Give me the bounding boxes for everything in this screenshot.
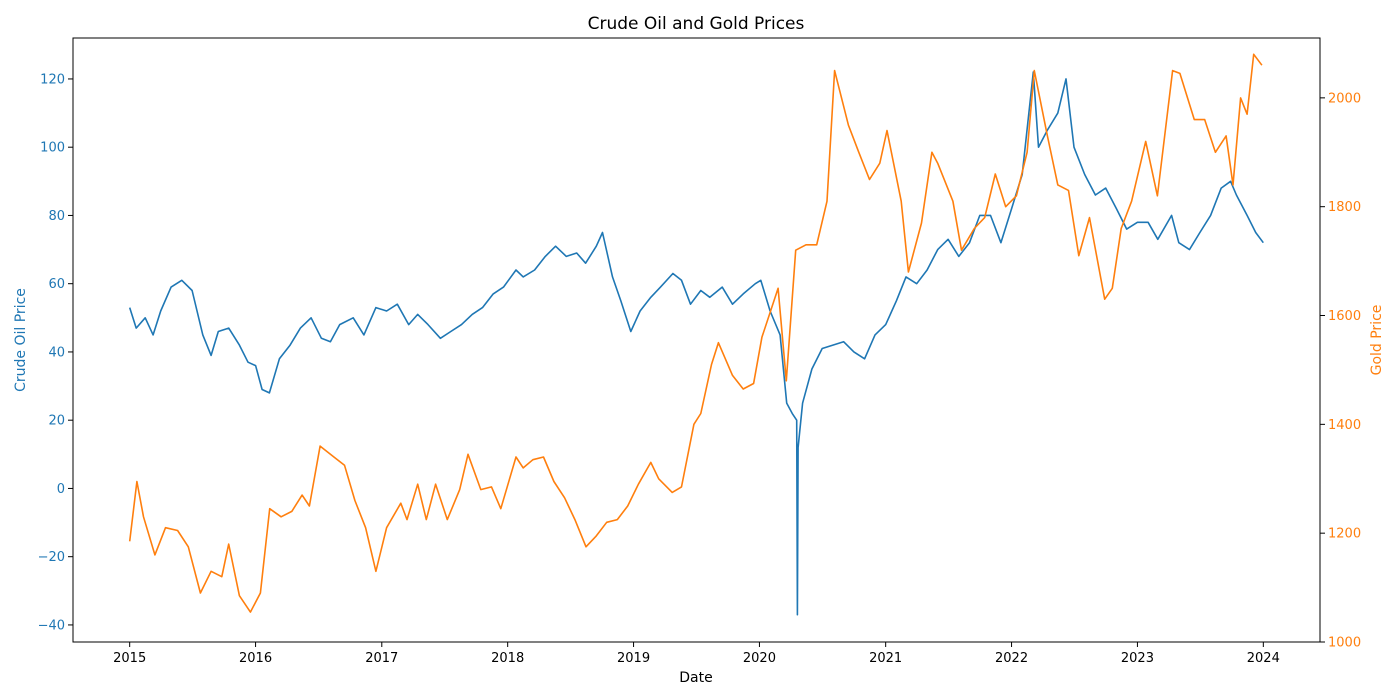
x-tick-label: 2018	[491, 651, 524, 666]
x-tick-label: 2017	[365, 651, 398, 666]
y-right-tick-label: 1400	[1328, 418, 1361, 433]
plot-frame	[72, 37, 1321, 643]
y-axis-right-ticks: 1000 1200 1400 1600 1800 2000	[1320, 91, 1361, 651]
y-left-tick-label: 40	[48, 345, 65, 360]
plot-area	[128, 53, 1264, 616]
y-right-tick-label: 1000	[1328, 636, 1361, 651]
y-left-tick-label: 20	[48, 414, 65, 429]
y-axis-left-ticks: −40 −20 0 20 40 60 80 100 120	[38, 72, 73, 633]
y-left-tick-label: 0	[57, 482, 65, 497]
y-left-tick-label: 100	[40, 141, 65, 156]
x-tick-label: 2023	[1121, 651, 1154, 666]
crude-oil-series-line	[128, 71, 1264, 616]
gold-series-line	[128, 53, 1263, 613]
y-axis-right-label: Gold Price	[1369, 305, 1385, 376]
y-left-tick-label: −20	[38, 550, 65, 565]
y-right-tick-label: 1800	[1328, 200, 1361, 215]
x-tick-label: 2020	[743, 651, 776, 666]
y-left-tick-label: 80	[48, 209, 65, 224]
y-left-tick-label: 60	[48, 277, 65, 292]
y-axis-left-label: Crude Oil Price	[13, 288, 29, 392]
x-tick-label: 2022	[995, 651, 1028, 666]
chart-title: Crude Oil and Gold Prices	[588, 14, 805, 34]
y-right-tick-label: 1600	[1328, 309, 1361, 324]
y-right-tick-label: 2000	[1328, 91, 1361, 106]
x-tick-label: 2015	[113, 651, 146, 666]
y-left-tick-label: 120	[40, 72, 65, 87]
x-tick-label: 2019	[617, 651, 650, 666]
x-tick-label: 2024	[1247, 651, 1280, 666]
x-axis-label: Date	[679, 670, 712, 686]
y-left-tick-label: −40	[38, 618, 65, 633]
y-right-tick-label: 1200	[1328, 527, 1361, 542]
x-tick-label: 2016	[239, 651, 272, 666]
x-tick-label: 2021	[869, 651, 902, 666]
x-axis-ticks: 2015 2016 2017 2018 2019 2020 2021 2022 2023 2024	[113, 642, 1280, 666]
